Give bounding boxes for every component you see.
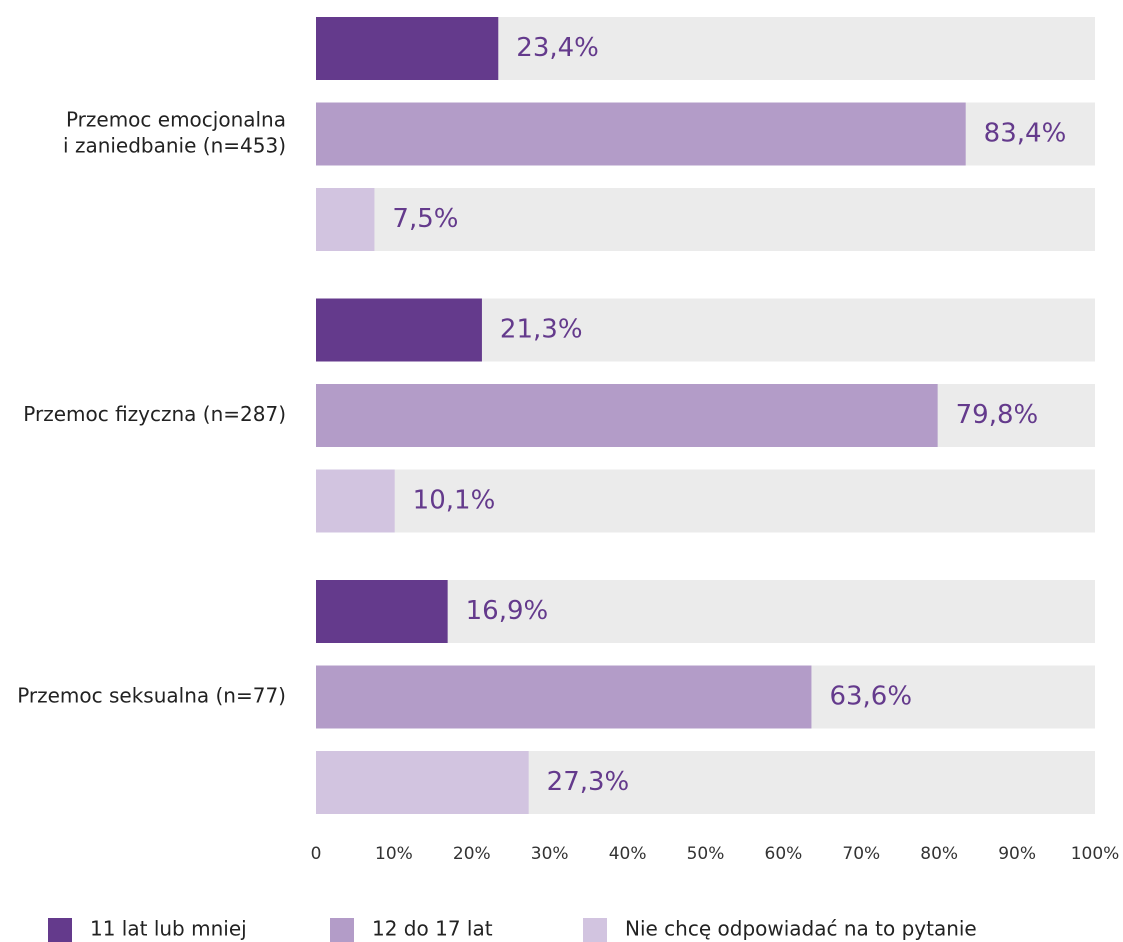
x-tick-label: 0: [311, 844, 322, 864]
legend-label: 11 lat lub mniej: [90, 917, 247, 941]
legend-label: 12 do 17 lat: [372, 917, 493, 941]
bar: [316, 751, 529, 814]
value-label: 79,8%: [956, 400, 1039, 430]
value-label: 63,6%: [829, 682, 912, 712]
bar: [316, 580, 448, 643]
x-tick-label: 50%: [687, 844, 725, 864]
x-tick-label: 60%: [765, 844, 803, 864]
bar: [316, 665, 812, 729]
bar-background: [316, 188, 1095, 251]
legend-swatch: [330, 918, 354, 942]
legend-label: Nie chcę odpowiadać na to pytanie: [625, 917, 977, 941]
x-tick-label: 10%: [375, 844, 413, 864]
x-tick-label: 70%: [842, 844, 880, 864]
x-tick-label: 30%: [531, 844, 569, 864]
bar-background: [316, 469, 1095, 533]
x-tick-label: 20%: [453, 844, 491, 864]
bar: [316, 17, 499, 80]
legend-swatch: [48, 918, 72, 942]
category-label: Przemoc seksualna (n=77): [17, 684, 286, 708]
bar: [316, 469, 395, 533]
bar: [316, 384, 938, 447]
category-label: i zaniedbanie (n=453): [63, 134, 286, 158]
category-label: Przemoc fizyczna (n=287): [23, 402, 286, 426]
value-label: 83,4%: [984, 119, 1067, 149]
x-tick-label: 90%: [998, 844, 1036, 864]
x-tick-label: 40%: [609, 844, 647, 864]
legend-swatch: [583, 918, 607, 942]
bar: [316, 188, 375, 251]
category-label: Przemoc emocjonalna: [66, 108, 286, 132]
bar: [316, 298, 482, 362]
value-label: 27,3%: [547, 767, 630, 797]
value-label: 7,5%: [392, 204, 458, 234]
x-tick-label: 100%: [1071, 844, 1120, 864]
value-label: 21,3%: [500, 315, 583, 345]
value-label: 10,1%: [413, 486, 496, 516]
bar: [316, 102, 966, 166]
x-tick-label: 80%: [920, 844, 958, 864]
value-label: 23,4%: [516, 33, 599, 63]
value-label: 16,9%: [466, 596, 549, 626]
